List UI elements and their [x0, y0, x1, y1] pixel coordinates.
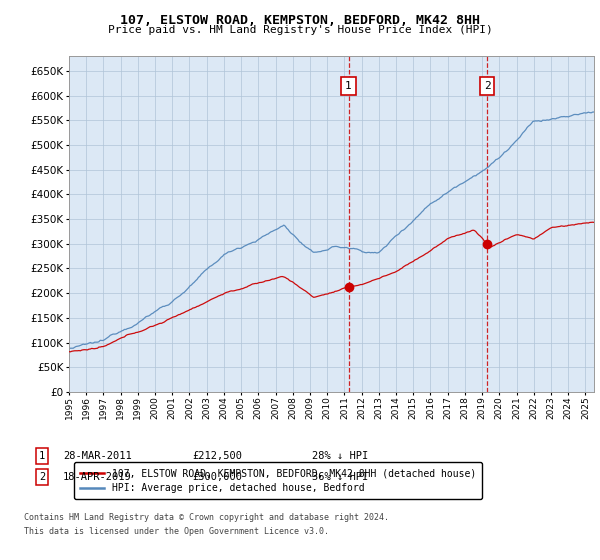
- Text: 1: 1: [39, 451, 45, 461]
- Text: Price paid vs. HM Land Registry's House Price Index (HPI): Price paid vs. HM Land Registry's House …: [107, 25, 493, 35]
- Text: 107, ELSTOW ROAD, KEMPSTON, BEDFORD, MK42 8HH: 107, ELSTOW ROAD, KEMPSTON, BEDFORD, MK4…: [120, 14, 480, 27]
- Text: 28% ↓ HPI: 28% ↓ HPI: [312, 451, 368, 461]
- Text: 36% ↓ HPI: 36% ↓ HPI: [312, 472, 368, 482]
- Text: £212,500: £212,500: [192, 451, 242, 461]
- Text: This data is licensed under the Open Government Licence v3.0.: This data is licensed under the Open Gov…: [24, 528, 329, 536]
- Text: 28-MAR-2011: 28-MAR-2011: [63, 451, 132, 461]
- Text: £300,000: £300,000: [192, 472, 242, 482]
- Legend: 107, ELSTOW ROAD, KEMPSTON, BEDFORD, MK42 8HH (detached house), HPI: Average pri: 107, ELSTOW ROAD, KEMPSTON, BEDFORD, MK4…: [74, 463, 482, 499]
- Text: 1: 1: [345, 81, 352, 91]
- Text: Contains HM Land Registry data © Crown copyright and database right 2024.: Contains HM Land Registry data © Crown c…: [24, 513, 389, 522]
- Text: 2: 2: [39, 472, 45, 482]
- Text: 18-APR-2019: 18-APR-2019: [63, 472, 132, 482]
- Text: 2: 2: [484, 81, 490, 91]
